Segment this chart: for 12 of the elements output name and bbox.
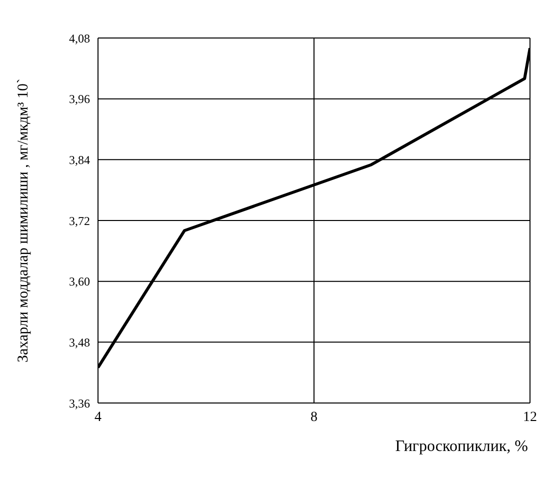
y-axis-title: Захарли моддалар шимилиши , мг/мкдм³ 10` <box>15 78 32 363</box>
y-tick-label: 3,72 <box>69 214 90 228</box>
y-tick-label: 3,48 <box>69 335 90 350</box>
x-tick-label: 4 <box>94 410 102 425</box>
x-axis-title: Гигроскопиклик, % <box>395 438 528 455</box>
y-tick-label: 3,84 <box>69 152 90 167</box>
y-tick-label: 3,36 <box>69 396 90 410</box>
x-tick-label: 8 <box>310 410 318 425</box>
x-tick-label: 12 <box>523 410 537 425</box>
y-tick-label: 3,60 <box>69 274 90 289</box>
y-tick-label: 3,96 <box>69 92 90 106</box>
y-tick-label: 4,08 <box>69 31 90 46</box>
